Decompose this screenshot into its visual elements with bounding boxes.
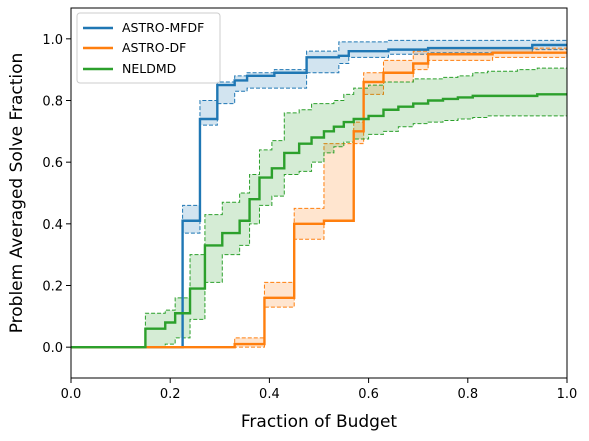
- legend-label: ASTRO-MFDF: [122, 20, 204, 35]
- confidence-bands: [71, 39, 567, 348]
- legend-label: ASTRO-DF: [122, 40, 186, 55]
- series-line: [71, 51, 567, 349]
- legend-label: NELDMD: [122, 61, 176, 76]
- series-line: [71, 93, 567, 349]
- x-tick-label: 0.8: [457, 387, 478, 402]
- x-tick-label: 0.2: [160, 387, 181, 402]
- y-axis-ticks: 0.0 0.2 0.4 0.6 0.8 1.0: [42, 33, 71, 356]
- y-tick-label: 0.2: [42, 280, 63, 295]
- y-tick-label: 0.0: [42, 341, 63, 356]
- y-tick-label: 1.0: [42, 33, 63, 48]
- legend-box: [76, 12, 221, 84]
- x-axis-label: Fraction of Budget: [241, 412, 398, 432]
- legend-entry: ASTRO-DF: [83, 40, 186, 55]
- plot-frame: [70, 7, 568, 379]
- x-axis-ticks: 0.0 0.2 0.4 0.6 0.8 1.0: [61, 378, 578, 402]
- y-tick-label: 0.8: [42, 95, 63, 110]
- y-tick-label: 0.4: [42, 218, 63, 233]
- legend-entry: NELDMD: [83, 61, 176, 76]
- y-axis-label: Problem Averaged Solve Fraction: [7, 53, 27, 334]
- legend-entry: ASTRO-MFDF: [83, 20, 204, 35]
- x-tick-label: 0.0: [61, 387, 82, 402]
- x-tick-label: 0.6: [358, 387, 379, 402]
- lower-bound-line: [71, 56, 567, 348]
- x-tick-label: 0.4: [259, 387, 280, 402]
- x-tick-label: 1.0: [557, 387, 578, 402]
- y-tick-label: 0.6: [42, 156, 63, 171]
- confidence-band: [71, 68, 567, 348]
- legend: ASTRO-MFDF ASTRO-DF NELDMD: [76, 12, 221, 84]
- series-line: [71, 43, 567, 349]
- series-lines: [71, 43, 567, 349]
